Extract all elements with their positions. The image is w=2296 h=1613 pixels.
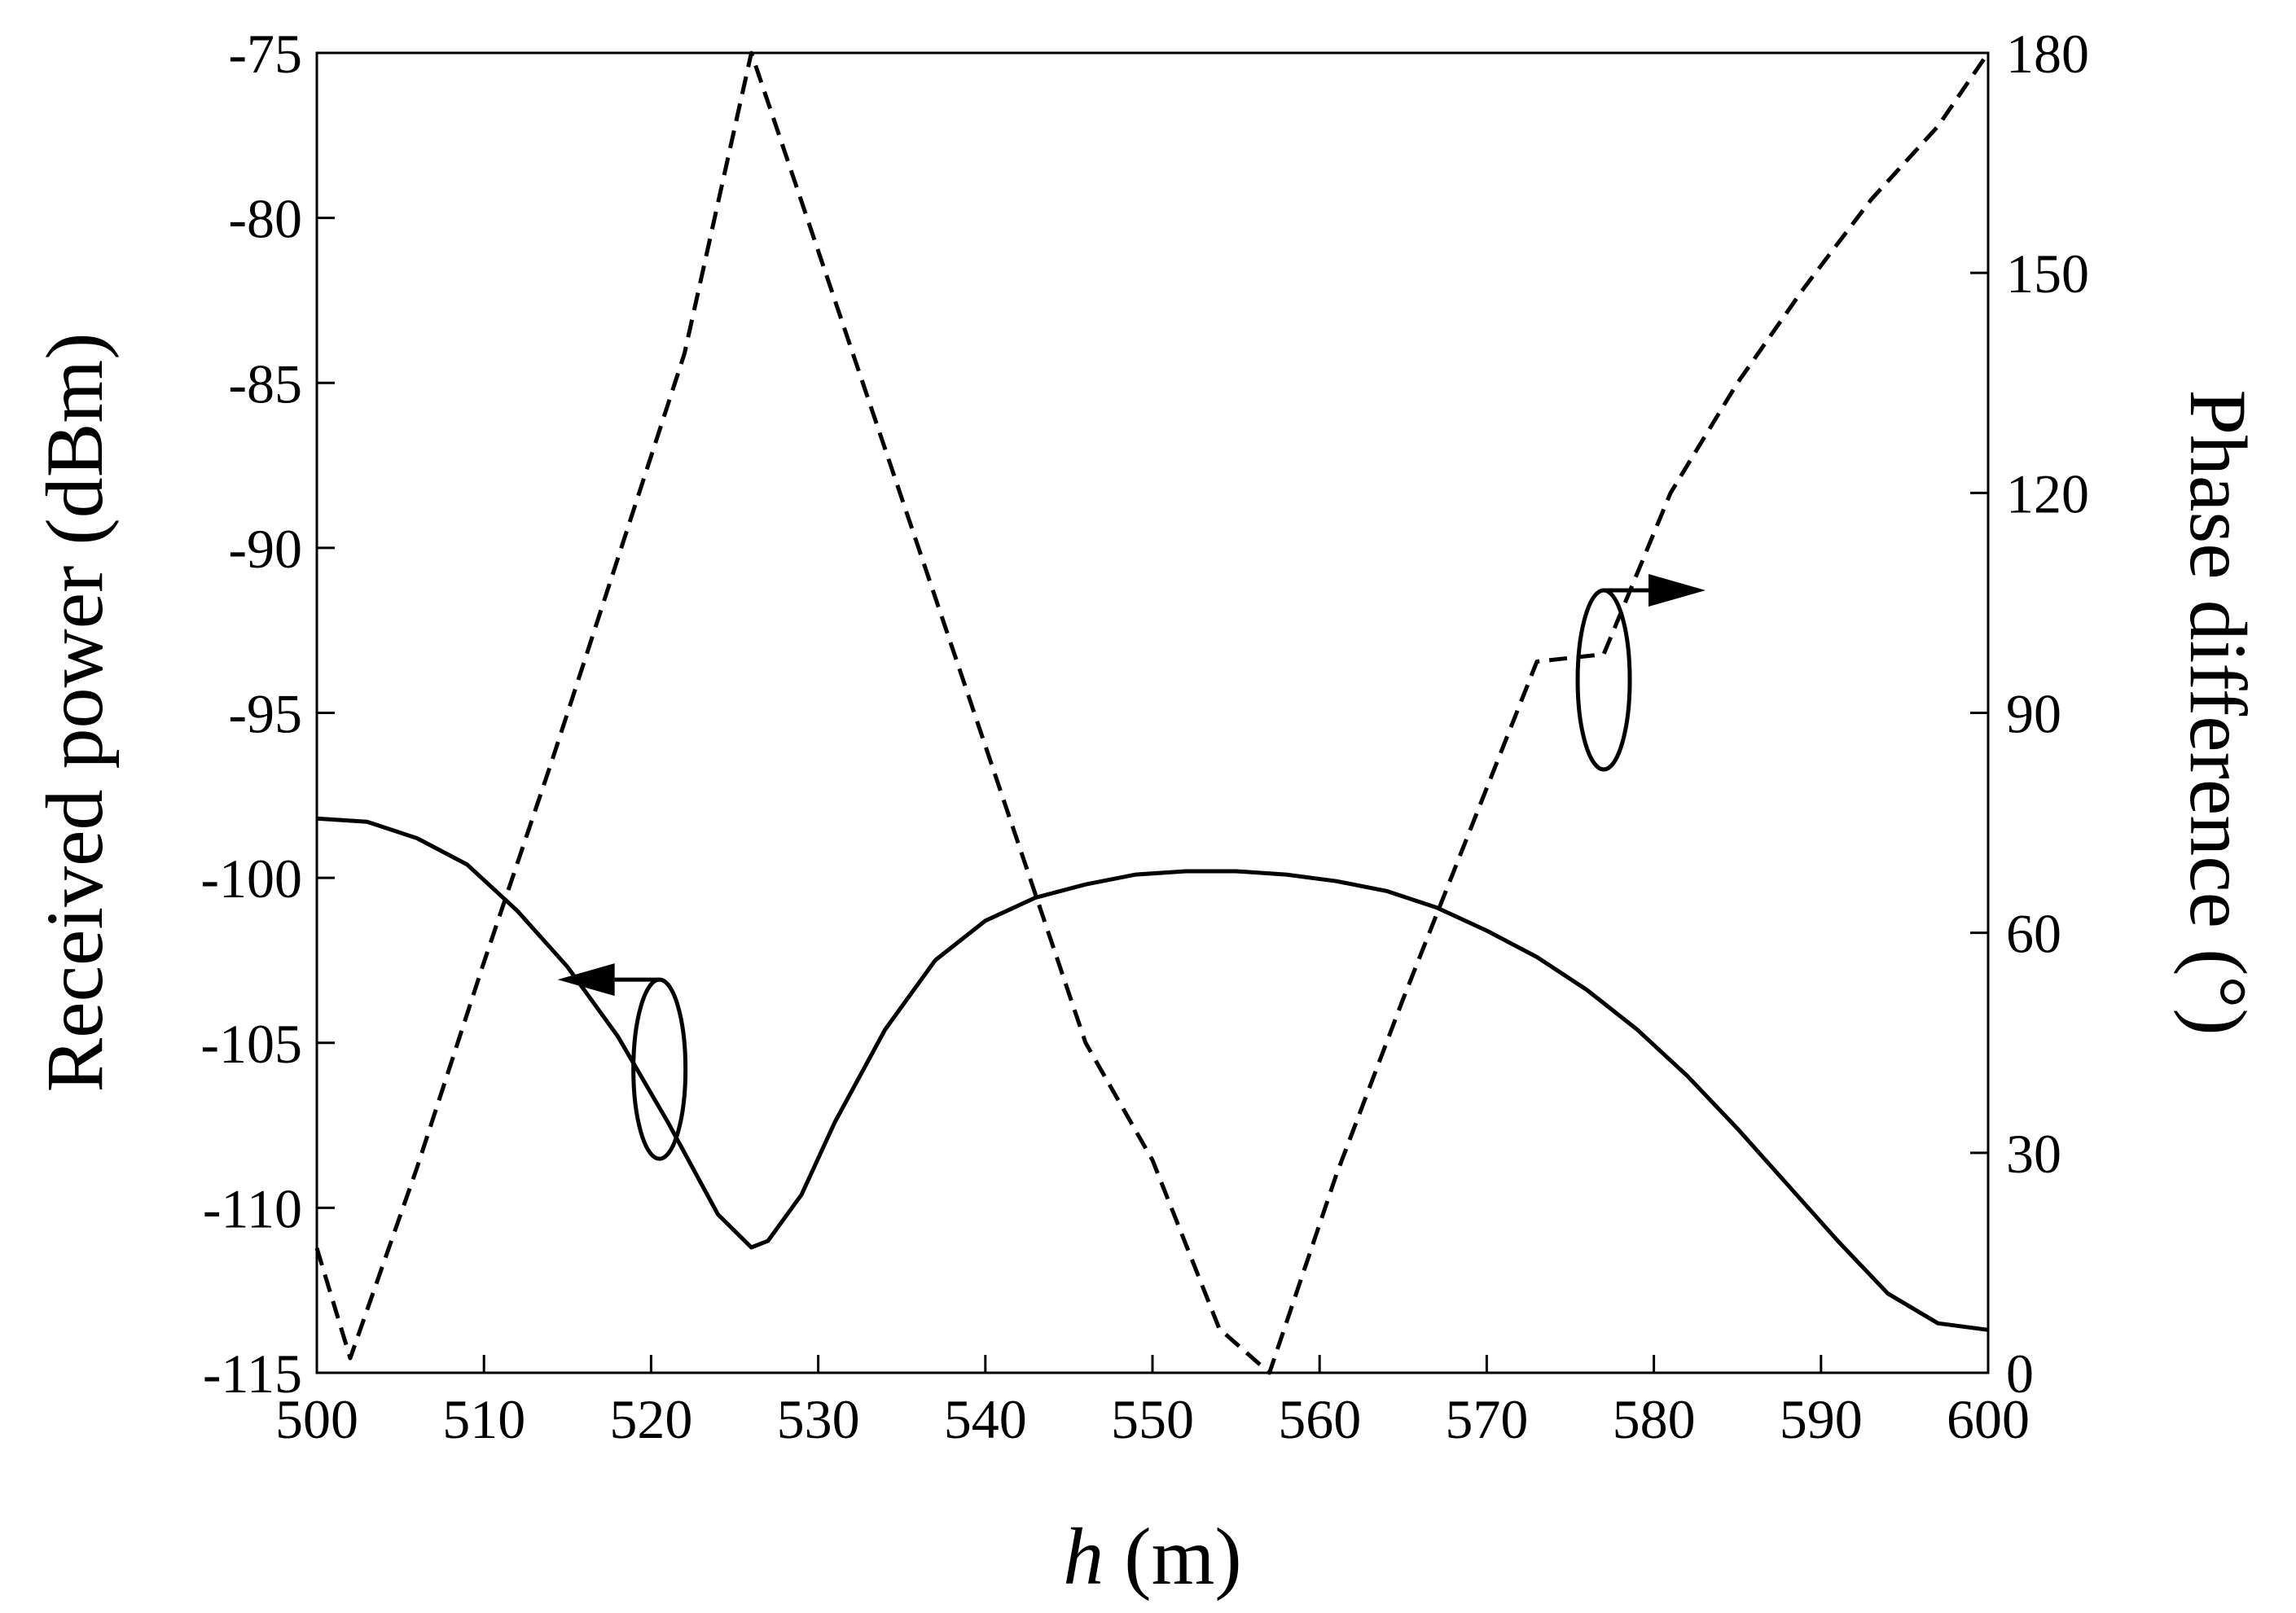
right-arrow-icon <box>1648 573 1706 607</box>
x-tick-label: 540 <box>944 1388 1027 1450</box>
phase-difference-line <box>314 50 1991 1375</box>
x-axis: 500 510 520 530 540 550 560 570 580 590 600 <box>275 1355 2030 1450</box>
left-y-axis: -75 -80 -85 -90 -95 -100 -105 -110 -115 <box>200 23 335 1405</box>
x-tick-label: 510 <box>442 1388 525 1450</box>
x-tick-label: 580 <box>1613 1388 1696 1450</box>
callout-ellipse <box>631 977 688 1161</box>
right-tick-label: 60 <box>2006 903 2061 965</box>
left-tick-label: -80 <box>228 188 302 250</box>
x-axis-title: h (m) <box>1063 1511 1241 1602</box>
left-tick-label: -90 <box>228 518 302 580</box>
right-tick-label: 180 <box>2006 23 2089 85</box>
left-tick-label: -75 <box>228 23 302 85</box>
right-y-axis-title: Phase difference (°) <box>2173 389 2263 1035</box>
right-tick-label: 0 <box>2006 1343 2034 1405</box>
plot-frame <box>315 51 1990 1374</box>
x-tick-label: 570 <box>1445 1388 1528 1450</box>
left-tick-label: -85 <box>228 353 302 414</box>
received-power-line <box>316 816 1989 1332</box>
right-tick-label: 90 <box>2006 683 2061 745</box>
left-y-axis-title: Received power (dBm) <box>29 332 120 1092</box>
left-tick-label: -105 <box>200 1013 302 1075</box>
right-tick-label: 120 <box>2006 462 2089 524</box>
left-tick-label: -95 <box>228 683 302 745</box>
series-layer <box>314 50 1991 1375</box>
left-arrow-icon <box>557 963 615 997</box>
annotation-layer <box>557 573 1706 1161</box>
x-tick-label: 530 <box>777 1388 860 1450</box>
callout-ellipse <box>1575 588 1632 772</box>
x-tick-label: 500 <box>275 1388 358 1450</box>
x-tick-label: 520 <box>609 1388 692 1450</box>
left-tick-label: -110 <box>203 1177 302 1239</box>
left-tick-label: -115 <box>203 1343 302 1405</box>
x-tick-label: 600 <box>1947 1388 2030 1450</box>
left-tick-label: -100 <box>200 848 302 910</box>
x-tick-label: 560 <box>1278 1388 1361 1450</box>
x-tick-label: 550 <box>1111 1388 1194 1450</box>
right-y-axis: 180 150 120 90 60 30 0 <box>1970 23 2089 1405</box>
right-tick-label: 150 <box>2006 243 2089 305</box>
x-tick-label: 590 <box>1780 1388 1863 1450</box>
right-tick-label: 30 <box>2006 1123 2061 1185</box>
